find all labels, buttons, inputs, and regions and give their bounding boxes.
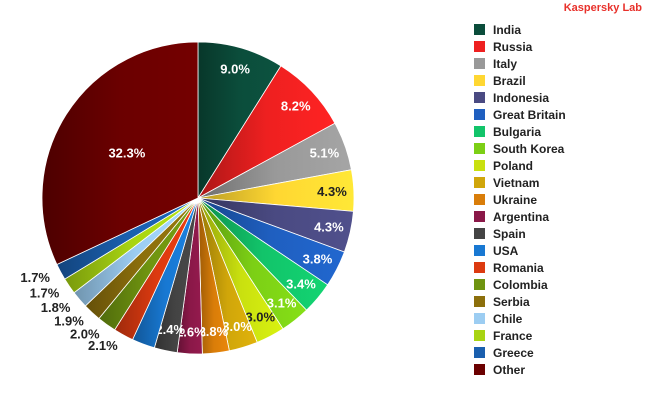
legend-item-greece: Greece xyxy=(474,344,566,361)
legend-item-argentina: Argentina xyxy=(474,208,566,225)
legend-label: Other xyxy=(493,362,526,377)
legend-swatch xyxy=(474,92,485,103)
legend-swatch xyxy=(474,211,485,222)
data-label-great-britain: 3.8% xyxy=(303,252,333,267)
data-label-poland: 3.0% xyxy=(245,309,275,324)
legend-item-south-korea: South Korea xyxy=(474,140,566,157)
legend-item-india: India xyxy=(474,21,566,38)
legend-label: Chile xyxy=(493,311,523,326)
data-label-italy: 5.1% xyxy=(310,146,340,161)
legend-label: Russia xyxy=(493,39,533,54)
legend-label: France xyxy=(493,328,533,343)
legend-item-brazil: Brazil xyxy=(474,72,566,89)
legend-swatch xyxy=(474,262,485,273)
legend-label: Romania xyxy=(493,260,544,275)
legend-label: Spain xyxy=(493,226,526,241)
legend-swatch xyxy=(474,228,485,239)
legend-item-italy: Italy xyxy=(474,55,566,72)
legend-label: South Korea xyxy=(493,141,565,156)
data-label-south-korea: 3.1% xyxy=(267,295,297,310)
data-label-indonesia: 4.3% xyxy=(314,220,344,235)
data-label-spain: 2.4% xyxy=(155,322,185,337)
legend-item-france: France xyxy=(474,327,566,344)
legend-label: Colombia xyxy=(493,277,548,292)
pie-slice-other xyxy=(41,41,199,266)
legend-swatch xyxy=(474,194,485,205)
data-label-greece: 1.7% xyxy=(20,270,50,285)
data-label-ukraine: 2.8% xyxy=(199,324,229,339)
legend-swatch xyxy=(474,58,485,69)
legend-label: Great Britain xyxy=(493,107,566,122)
legend-label: Greece xyxy=(493,345,534,360)
data-label-india: 9.0% xyxy=(220,62,250,77)
data-label-bulgaria: 3.4% xyxy=(286,277,316,292)
legend-swatch xyxy=(474,109,485,120)
data-label-other: 32.3% xyxy=(108,145,145,160)
legend-label: Vietnam xyxy=(493,175,540,190)
legend-swatch xyxy=(474,279,485,290)
legend-swatch xyxy=(474,347,485,358)
legend-item-great-britain: Great Britain xyxy=(474,106,566,123)
legend-label: Italy xyxy=(493,56,518,71)
legend-item-ukraine: Ukraine xyxy=(474,191,566,208)
data-label-brazil: 4.3% xyxy=(317,184,347,199)
data-label-argentina: 2.6% xyxy=(176,325,206,340)
data-label-vietnam: 3.0% xyxy=(222,319,252,334)
legend-swatch xyxy=(474,296,485,307)
legend-item-chile: Chile xyxy=(474,310,566,327)
legend-item-vietnam: Vietnam xyxy=(474,174,566,191)
legend-item-poland: Poland xyxy=(474,157,566,174)
legend-label: Poland xyxy=(493,158,534,173)
data-label-colombia: 2.0% xyxy=(70,327,100,342)
legend-item-colombia: Colombia xyxy=(474,276,566,293)
legend-swatch xyxy=(474,177,485,188)
legend-item-bulgaria: Bulgaria xyxy=(474,123,566,140)
legend-swatch xyxy=(474,24,485,35)
legend-item-serbia: Serbia xyxy=(474,293,566,310)
legend-item-romania: Romania xyxy=(474,259,566,276)
legend-label: India xyxy=(493,22,522,37)
legend-item-indonesia: Indonesia xyxy=(474,89,566,106)
data-label-russia: 8.2% xyxy=(281,99,311,114)
legend-label: Brazil xyxy=(493,73,526,88)
legend-label: Serbia xyxy=(493,294,530,309)
legend-swatch xyxy=(474,330,485,341)
data-label-france: 1.7% xyxy=(30,285,60,300)
data-label-romania: 2.1% xyxy=(88,338,118,353)
legend-swatch xyxy=(474,75,485,86)
legend-swatch xyxy=(474,313,485,324)
brand-logo-text: Kaspersky Lab xyxy=(563,2,642,14)
data-label-serbia: 1.9% xyxy=(54,314,84,329)
legend-swatch xyxy=(474,160,485,171)
legend-swatch xyxy=(474,245,485,256)
legend-label: Indonesia xyxy=(493,90,550,105)
legend-label: Ukraine xyxy=(493,192,538,207)
legend-item-spain: Spain xyxy=(474,225,566,242)
data-label-chile: 1.8% xyxy=(41,300,71,315)
chart-legend: India Russia Italy Brazil Indonesia Great Bri… xyxy=(474,21,566,378)
legend-swatch xyxy=(474,126,485,137)
legend-item-usa: USA xyxy=(474,242,566,259)
legend-label: Bulgaria xyxy=(493,124,542,139)
legend-label: USA xyxy=(493,243,519,258)
legend-item-russia: Russia xyxy=(474,38,566,55)
legend-swatch xyxy=(474,41,485,52)
legend-label: Argentina xyxy=(493,209,550,224)
pie-slice-india xyxy=(197,41,282,200)
legend-swatch xyxy=(474,364,485,375)
legend-item-other: Other xyxy=(474,361,566,378)
legend-swatch xyxy=(474,143,485,154)
